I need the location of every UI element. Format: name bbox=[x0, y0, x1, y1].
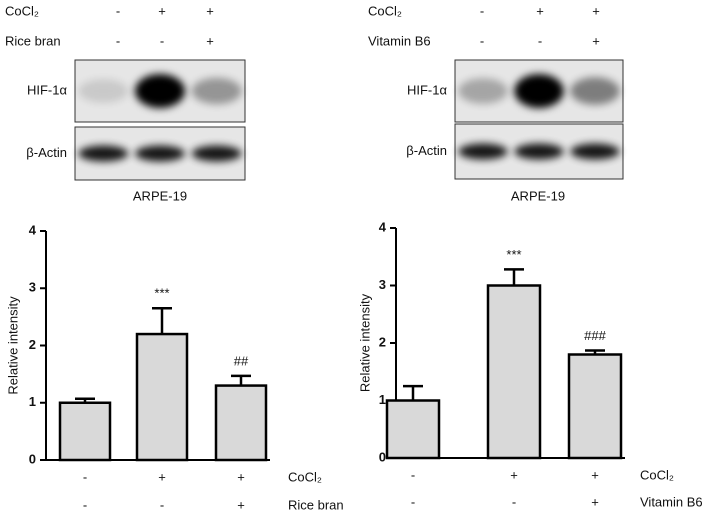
bar bbox=[486, 284, 542, 460]
y-tick-label: 2 bbox=[379, 334, 386, 349]
blot-sign: - bbox=[116, 3, 120, 18]
x-sign: - bbox=[512, 494, 516, 509]
y-axis-label: Relative intensity bbox=[357, 293, 372, 392]
bar bbox=[58, 401, 112, 462]
x-sign: + bbox=[237, 469, 245, 484]
significance-label: ## bbox=[234, 353, 249, 368]
blot-band bbox=[78, 79, 129, 103]
blot-sign: - bbox=[480, 33, 484, 48]
blot-sign: + bbox=[206, 3, 214, 18]
x-sign: + bbox=[591, 467, 599, 482]
bar bbox=[214, 384, 268, 462]
x-row-label: CoCl₂ bbox=[640, 467, 674, 482]
bar bbox=[385, 399, 441, 460]
bar bbox=[135, 332, 189, 462]
blot-sign: + bbox=[592, 33, 600, 48]
blot-row-label: Vitamin B6 bbox=[368, 33, 431, 48]
y-tick-label: 4 bbox=[379, 219, 387, 234]
blot-sign: + bbox=[592, 3, 600, 18]
blot-label: HIF-1α bbox=[407, 82, 448, 97]
y-tick-label: 1 bbox=[379, 392, 386, 407]
blot-row-label: CoCl₂ bbox=[5, 3, 39, 18]
x-sign: + bbox=[158, 469, 166, 484]
blot-band bbox=[570, 77, 620, 105]
blot-band bbox=[514, 143, 564, 160]
blot-sign: + bbox=[158, 3, 166, 18]
blot-sign: + bbox=[536, 3, 544, 18]
x-row-label: Rice bran bbox=[288, 497, 344, 512]
blot-band bbox=[458, 78, 508, 104]
x-sign: + bbox=[591, 494, 599, 509]
blot-label: HIF-1α bbox=[27, 82, 68, 97]
significance-label: ### bbox=[584, 328, 606, 343]
x-sign: - bbox=[83, 469, 87, 484]
blot-sign: - bbox=[160, 33, 164, 48]
x-row-label: CoCl₂ bbox=[288, 469, 322, 484]
y-axis-label: Relative intensity bbox=[5, 296, 20, 395]
blot-sign: - bbox=[538, 33, 542, 48]
blot-row-label: CoCl₂ bbox=[368, 3, 402, 18]
blot-band bbox=[135, 145, 185, 162]
blot-band bbox=[458, 143, 508, 160]
blot-row-label: Rice bran bbox=[5, 33, 61, 48]
blot-sign: - bbox=[480, 3, 484, 18]
x-sign: - bbox=[411, 494, 415, 509]
y-tick-label: 4 bbox=[29, 222, 37, 237]
x-sign: + bbox=[510, 467, 518, 482]
y-tick-label: 0 bbox=[379, 449, 386, 464]
blot-band bbox=[135, 74, 185, 108]
blot-band bbox=[191, 77, 242, 105]
y-tick-label: 0 bbox=[29, 451, 36, 466]
y-tick-label: 3 bbox=[29, 280, 36, 295]
x-sign: + bbox=[237, 497, 245, 512]
bar bbox=[567, 353, 623, 460]
blot-band bbox=[570, 143, 620, 160]
y-tick-label: 1 bbox=[29, 394, 36, 409]
blot-sign: - bbox=[116, 33, 120, 48]
y-tick-label: 3 bbox=[379, 277, 386, 292]
blot-label: β-Actin bbox=[26, 145, 67, 160]
blot-band bbox=[78, 145, 129, 162]
blot-caption: ARPE-19 bbox=[511, 188, 565, 203]
x-row-label: Vitamin B6 bbox=[640, 494, 703, 509]
x-sign: - bbox=[160, 497, 164, 512]
significance-label: *** bbox=[154, 286, 169, 301]
blot-label: β-Actin bbox=[406, 143, 447, 158]
blot-band bbox=[191, 145, 242, 162]
significance-label: *** bbox=[506, 247, 521, 262]
blot-sign: + bbox=[206, 33, 214, 48]
x-sign: - bbox=[83, 497, 87, 512]
x-sign: - bbox=[411, 467, 415, 482]
blot-caption: ARPE-19 bbox=[133, 188, 187, 203]
y-tick-label: 2 bbox=[29, 337, 36, 352]
blot-band bbox=[514, 74, 564, 108]
